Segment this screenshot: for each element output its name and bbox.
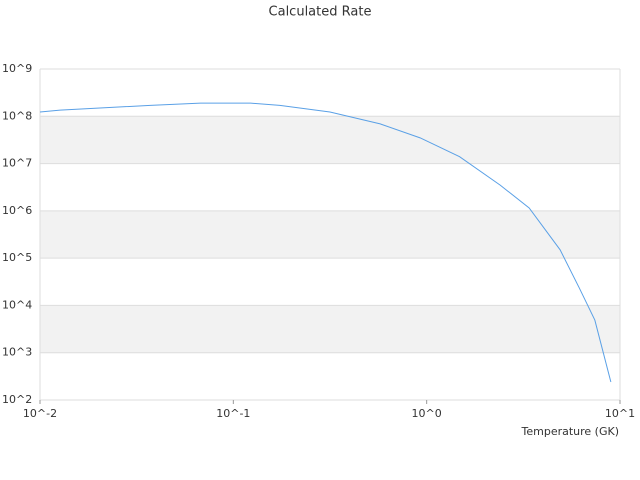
x-tick-label: 10^-2	[23, 407, 57, 420]
y-tick-label: 10^2	[2, 393, 32, 406]
y-tick-label: 10^3	[2, 346, 32, 359]
x-tick-label: 10^0	[412, 407, 442, 420]
x-axis-label: Temperature (GK)	[521, 425, 620, 438]
y-tick-label: 10^9	[2, 62, 32, 75]
band	[40, 210, 620, 259]
x-tick-label: 10^-1	[216, 407, 250, 420]
x-tick-label: 10^1	[605, 407, 635, 420]
line	[39, 102, 612, 383]
y-tick-label: 10^7	[2, 157, 32, 170]
band	[40, 116, 620, 164]
y-tick-label: 10^5	[2, 251, 32, 264]
y-tick-label: 10^4	[2, 298, 32, 311]
chart-title: Calculated Rate	[269, 5, 372, 20]
band	[40, 305, 620, 353]
y-tick-label: 10^6	[2, 204, 32, 217]
y-tick-label: 10^8	[2, 109, 32, 122]
